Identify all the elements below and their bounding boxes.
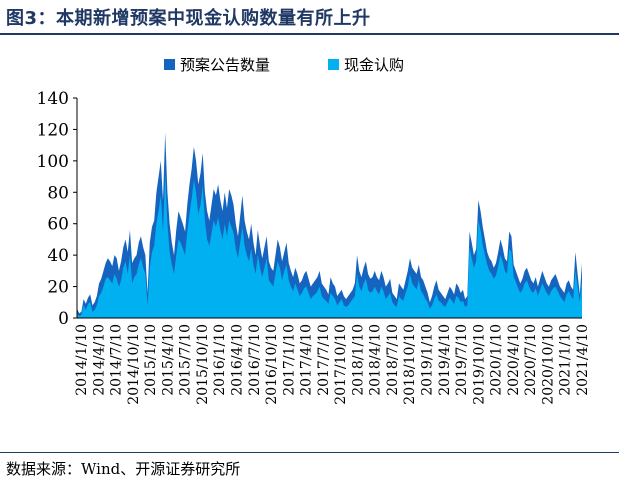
source-note: 数据来源：Wind、开源证券研究所 bbox=[6, 460, 241, 478]
area-chart: 预案公告数量 现金认购 0 20 40 60 80 100 120 140 2014/1/10… bbox=[37, 56, 591, 405]
y-tick-label: 140 bbox=[37, 89, 69, 109]
y-tick-label: 60 bbox=[47, 215, 69, 235]
x-tick-label: 2017/1/10 bbox=[281, 324, 297, 396]
x-tick-label: 2020/10/10 bbox=[540, 324, 556, 405]
x-tick-label: 2016/10/10 bbox=[264, 324, 280, 405]
y-tick-label: 80 bbox=[47, 183, 69, 203]
x-tick-label: 2016/7/10 bbox=[247, 324, 263, 396]
x-tick-label: 2019/10/10 bbox=[471, 324, 487, 405]
x-tick-label: 2020/1/10 bbox=[489, 324, 505, 396]
x-tick-label: 2015/1/10 bbox=[143, 324, 159, 396]
x-tick-label: 2021/4/10 bbox=[575, 324, 591, 396]
x-tick-label: 2019/7/10 bbox=[454, 324, 470, 396]
legend-swatch-cash bbox=[328, 59, 339, 70]
y-axis: 0 20 40 60 80 100 120 140 bbox=[37, 89, 78, 329]
x-tick-label: 2018/4/10 bbox=[368, 324, 384, 396]
title-rule bbox=[0, 33, 619, 35]
series-area-cash bbox=[77, 173, 582, 318]
x-tick-label: 2015/4/10 bbox=[160, 324, 176, 396]
figure-title: 图3：本期新增预案中现金认购数量有所上升 bbox=[6, 8, 371, 29]
x-tick-label: 2016/4/10 bbox=[229, 324, 245, 396]
x-tick-label: 2014/7/10 bbox=[109, 324, 125, 396]
x-tick-label: 2016/1/10 bbox=[212, 324, 228, 396]
x-tick-label: 2018/1/10 bbox=[350, 324, 366, 396]
x-tick-label: 2014/1/10 bbox=[74, 324, 90, 396]
y-tick-label: 40 bbox=[47, 246, 69, 266]
x-tick-label: 2018/10/10 bbox=[402, 324, 418, 405]
y-tick-label: 100 bbox=[37, 152, 69, 172]
x-axis: 2014/1/10 2014/4/10 2014/7/10 2014/10/10 201… bbox=[74, 317, 591, 405]
x-tick-label: 2015/7/10 bbox=[178, 324, 194, 396]
x-tick-label: 2018/7/10 bbox=[385, 324, 401, 396]
y-tick-label: 20 bbox=[47, 278, 69, 298]
x-tick-label: 2017/7/10 bbox=[316, 324, 332, 396]
x-tick-label: 2014/4/10 bbox=[91, 324, 107, 396]
x-tick-label: 2021/1/10 bbox=[558, 324, 574, 396]
x-tick-label: 2017/10/10 bbox=[333, 324, 349, 405]
x-tick-label: 2020/7/10 bbox=[523, 324, 539, 396]
x-tick-label: 2019/4/10 bbox=[437, 324, 453, 396]
legend-label-plan: 预案公告数量 bbox=[180, 56, 270, 74]
y-tick-label: 0 bbox=[58, 309, 69, 329]
footer-rule bbox=[0, 452, 619, 453]
x-tick-label: 2019/1/10 bbox=[420, 324, 436, 396]
x-tick-label: 2015/10/10 bbox=[195, 324, 211, 405]
x-tick-label: 2017/4/10 bbox=[299, 324, 315, 396]
y-tick-label: 120 bbox=[37, 120, 69, 140]
legend: 预案公告数量 现金认购 bbox=[164, 56, 404, 74]
legend-swatch-plan bbox=[164, 59, 175, 70]
legend-label-cash: 现金认购 bbox=[344, 56, 404, 74]
x-tick-label: 2020/4/10 bbox=[506, 324, 522, 396]
x-tick-label: 2014/10/10 bbox=[126, 324, 142, 405]
